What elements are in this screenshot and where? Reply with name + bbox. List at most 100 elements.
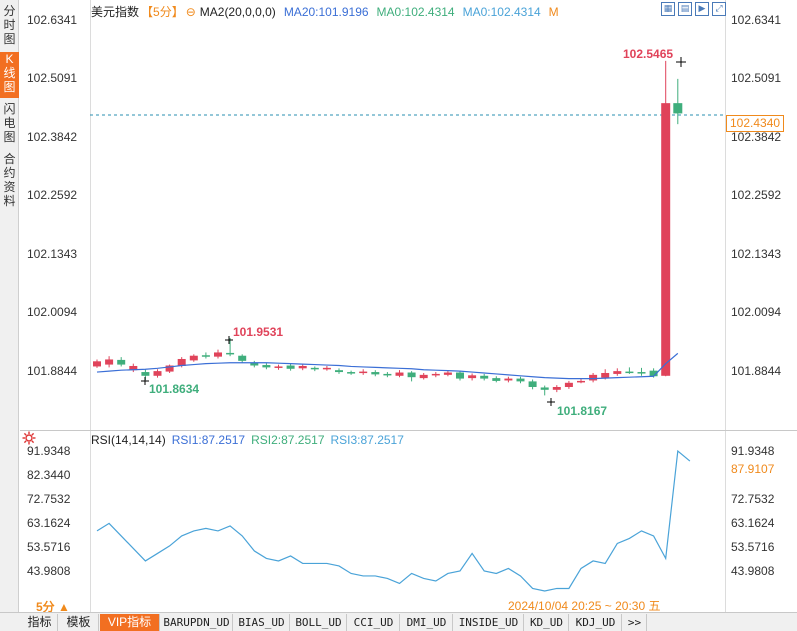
rsi-current-value: 87.9107 [731,462,775,476]
price-legend: 美元指数 【5分】 ⊖ MA2(20,0,0,0) MA20:101.9196 MA0:1… [91,3,567,20]
tab-timeshare[interactable]: 分时图 [0,4,19,48]
candle-body [310,367,319,370]
grid-icon[interactable]: ▦ [661,2,675,16]
local-high-annotation: 101.9531 [233,325,284,339]
tab-contract-info-label: 合约资料 [3,152,16,208]
expand-icon[interactable]: ⤢ [712,2,726,16]
ma20-value: MA20:101.9196 [283,5,369,19]
candle-body [226,352,235,355]
price-axis-left-label: 102.0094 [27,305,78,319]
current-price-tag: 102.4340 [726,115,785,132]
candle-body [577,380,585,383]
candle-body [661,103,671,376]
candle-body [601,372,610,378]
candle-body [492,378,501,381]
rsi-axis-left-label: 63.1624 [27,516,71,530]
tab-flash[interactable]: 闪电图 [0,102,19,148]
tab-inside[interactable]: INSIDE_UD [454,614,524,631]
rsi-legend: RSI(14,14,14) RSI1:87.2517 RSI2:87.2517 RSI… [91,433,410,447]
settings-gear-icon[interactable] [22,431,36,445]
candle-body [335,370,343,373]
candle-body [407,372,416,378]
candle-body [504,378,513,381]
rsi-axis-left-label: 43.9808 [27,564,71,578]
candle-body [359,371,368,374]
candle-body [528,381,537,387]
candle-body [371,372,380,375]
candle-body [552,386,561,390]
candle-body [250,362,259,366]
candle-body [395,372,404,376]
candle-body [383,373,392,376]
instrument-name: 美元指数 [91,5,140,19]
price-axis-right-label: 101.8844 [731,364,782,378]
candle-body [238,355,247,361]
price-axis-left-label: 101.8844 [27,364,78,378]
ma-name: MA2(20,0,0,0) [199,5,276,19]
rsi-axis-left-label: 82.3440 [27,468,71,482]
candle-body [419,374,428,379]
chart-canvas [90,57,725,592]
tab-boll[interactable]: BOLL_UD [291,614,347,631]
candle-body [516,378,525,382]
tab-kline[interactable]: K线图 [0,52,19,98]
candle-body [153,371,162,376]
tab-indicators[interactable]: 指标 [22,614,58,631]
tab-barupdn[interactable]: BARUPDN_UD [161,614,233,631]
candle-body [165,365,174,372]
indicator-tab-bar: 指标 模板 VIP指标 BARUPDN_UD BIAS_UD BOLL_UD C… [0,612,797,631]
tab-flash-label: 闪电图 [3,102,16,144]
ma-toggle-icon[interactable]: ⊖ [185,5,196,19]
candle-body [201,355,210,357]
candle-body [625,371,634,374]
candle-body [540,387,549,390]
candle-body [189,355,198,361]
candles-group [93,60,683,396]
rsi-axis-right-label: 53.5716 [731,540,775,554]
tab-kdj[interactable]: KDJ_UD [570,614,622,631]
high-annotation: 102.5465 [623,47,674,61]
candle-body [214,352,222,357]
period-selector[interactable]: 5分 ▲ [36,600,70,614]
candle-body [347,372,356,374]
tab-kline-label: K线图 [3,52,16,94]
tab-bias[interactable]: BIAS_UD [234,614,290,631]
candle-body [286,365,295,369]
candle-body [274,366,283,368]
tab-dmi[interactable]: DMI_UD [401,614,453,631]
right-axis-divider [725,0,726,612]
candle-body [105,359,114,365]
price-axis-left-label: 102.1343 [27,247,78,261]
price-axis-right-label: 102.5091 [731,71,782,85]
candle-body [298,365,307,369]
view-tab-strip: 分时图 K线图 闪电图 合约资料 [0,0,19,612]
tab-templates[interactable]: 模板 [59,614,99,631]
tab-vip-indicators[interactable]: VIP指标 [100,614,160,631]
candle-body [431,373,440,376]
candle-body [322,367,331,370]
period-label[interactable]: 【5分】 [141,5,184,19]
ma0-value-b: MA0:102.4314 [462,5,541,19]
m-label: M [548,5,559,19]
rsi3-value: RSI3:87.2517 [330,433,404,447]
candle-body [637,372,646,374]
candle-body [117,359,126,365]
candle-body [141,372,150,376]
tab-contract-info[interactable]: 合约资料 [0,152,19,212]
candle-body [564,382,573,387]
calendar-icon[interactable]: ▤ [678,2,692,16]
rsi-axis-left-label: 72.7532 [27,492,71,506]
tab-more[interactable]: >> [623,614,647,631]
price-axis-right-label: 102.3842 [731,130,782,144]
candle-body [468,375,477,379]
ma0-value-a: MA0:102.4314 [376,5,455,19]
pane-divider [20,430,797,431]
rsi1-value: RSI1:87.2517 [171,433,246,447]
local-low1-annotation: 101.8634 [149,382,200,396]
tab-cci[interactable]: CCI_UD [348,614,400,631]
tab-kd[interactable]: KD_UD [525,614,569,631]
rsi-axis-right-label: 43.9808 [731,564,775,578]
play-icon[interactable]: ▶ [695,2,709,16]
tab-timeshare-label: 分时图 [3,4,16,46]
price-axis-left-label: 102.5091 [27,71,78,85]
